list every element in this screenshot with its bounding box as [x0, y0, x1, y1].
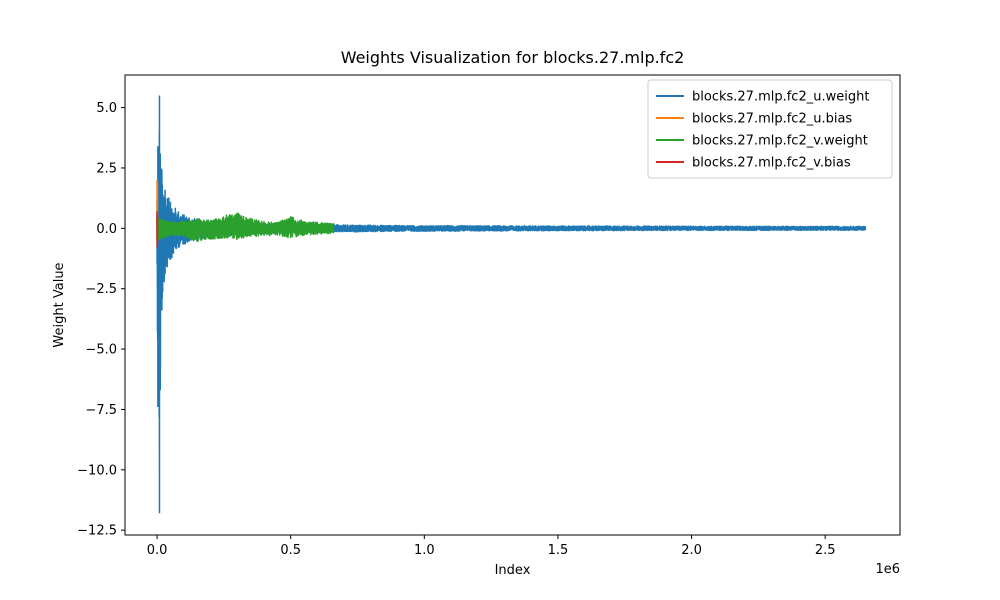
legend-item: blocks.27.mlp.fc2_u.bias [656, 112, 852, 127]
legend-label: blocks.27.mlp.fc2_u.weight [692, 90, 869, 105]
legend-box [647, 79, 893, 179]
x-axis-offset-label: 1e6 [875, 562, 900, 577]
x-tick-label: 1.5 [548, 543, 569, 558]
y-tick-label: −5.0 [85, 343, 117, 358]
legend-item: blocks.27.mlp.fc2_v.bias [656, 156, 851, 171]
y-tick-label: −2.5 [85, 282, 117, 297]
x-tick-label: 2.5 [815, 543, 836, 558]
series-layer [156, 95, 867, 514]
y-tick-label: 0.0 [96, 222, 117, 237]
x-tick-label: 0.5 [280, 543, 301, 558]
chart-legend: blocks.27.mlp.fc2_u.weight blocks.27.mlp.… [647, 79, 893, 179]
y-axis-title: Weight Value [52, 262, 67, 347]
legend-item: blocks.27.mlp.fc2_v.weight [656, 134, 868, 149]
legend-item: blocks.27.mlp.fc2_u.weight [656, 90, 869, 105]
y-tick-label: −12.5 [77, 524, 117, 539]
y-tick-label: −7.5 [85, 403, 117, 418]
y-tick-label: −10.0 [77, 463, 117, 478]
x-axis: 0.0 0.5 1.0 1.5 2.0 2.5 [147, 535, 836, 558]
x-tick-label: 2.0 [681, 543, 702, 558]
x-tick-label: 0.0 [147, 543, 168, 558]
y-tick-label: 5.0 [96, 101, 117, 116]
legend-label: blocks.27.mlp.fc2_v.weight [692, 134, 868, 149]
y-axis: 5.0 2.5 0.0 −2.5 −5.0 −7.5 −10.0 −12.5 [77, 101, 125, 539]
legend-label: blocks.27.mlp.fc2_v.bias [692, 156, 851, 171]
x-tick-label: 1.0 [414, 543, 435, 558]
x-axis-title: Index [495, 563, 531, 578]
legend-label: blocks.27.mlp.fc2_u.bias [692, 112, 852, 127]
y-tick-label: 2.5 [96, 161, 117, 176]
chart-title: Weights Visualization for blocks.27.mlp.… [341, 48, 685, 67]
plot-area-frame [124, 74, 901, 536]
